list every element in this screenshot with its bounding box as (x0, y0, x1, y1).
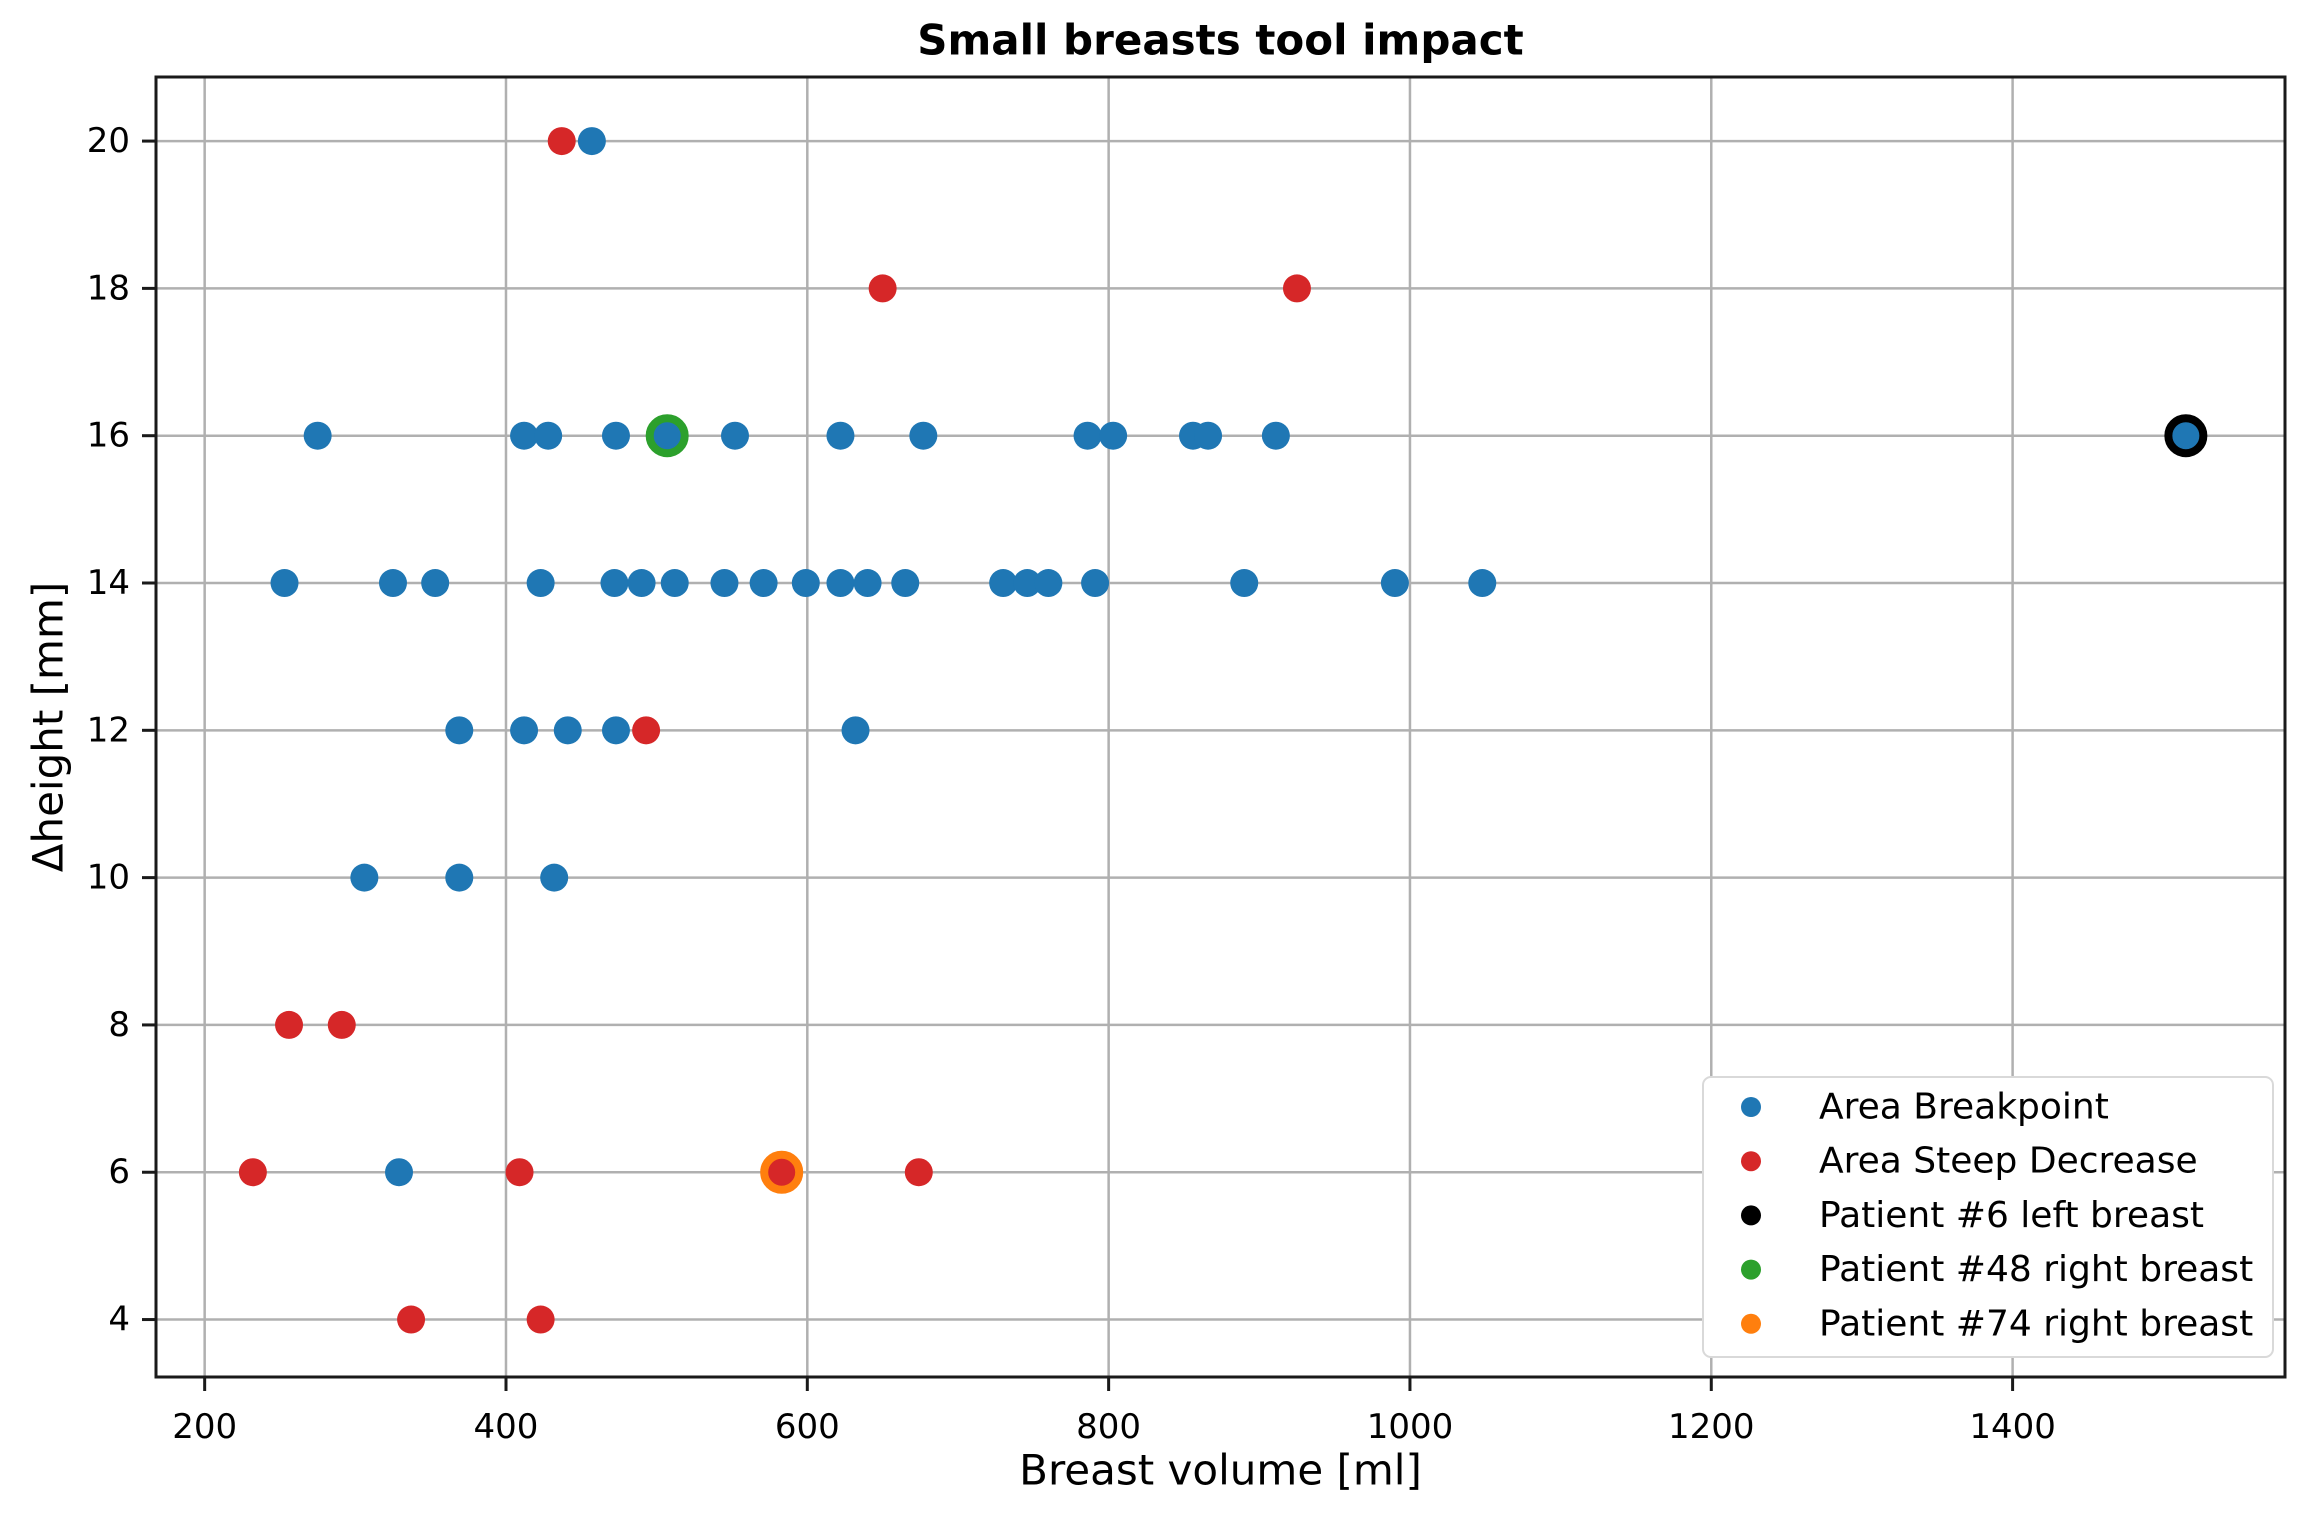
data-point (1081, 569, 1110, 598)
legend-label: Area Steep Decrease (1819, 1141, 2198, 1182)
series-patient-48-right-breast (645, 414, 689, 458)
data-point (1034, 569, 1063, 598)
legend-box (1702, 1076, 2274, 1358)
data-point (1468, 569, 1497, 598)
data-point (868, 274, 897, 303)
highlight-ring (645, 414, 689, 458)
legend-label: Patient #6 left breast (1819, 1195, 2204, 1236)
y-tick-label: 4 (108, 1300, 130, 1340)
data-point (547, 127, 576, 156)
x-tick-label: 800 (1076, 1407, 1141, 1447)
legend-marker (1741, 1205, 1761, 1226)
data-point (1013, 569, 1042, 598)
data-point (1073, 421, 1102, 450)
data-point (632, 716, 661, 745)
data-point (327, 1010, 356, 1039)
legend: Area Breakpoint Area Steep Decrease Patien… (1702, 1076, 2274, 1358)
data-point (445, 863, 474, 892)
data-point (350, 863, 379, 892)
data-point (601, 716, 630, 745)
data-point (720, 421, 749, 450)
data-points (238, 127, 2208, 1334)
data-point (826, 421, 855, 450)
data-point (891, 569, 920, 598)
x-tick-label: 1400 (1969, 1407, 2056, 1447)
data-point (826, 569, 855, 598)
x-tick-label: 1000 (1367, 1407, 1454, 1447)
data-point (1261, 421, 1290, 450)
data-point (540, 863, 569, 892)
y-tick-label: 14 (87, 563, 130, 603)
data-point (767, 1158, 796, 1187)
x-tick-label: 1200 (1668, 1407, 1755, 1447)
chart-title: Small breasts tool impact (917, 16, 1523, 65)
axis-ticks: 200 400 600 800 1000 1200 1400 4 6 8 10 12 14 16 18 20 (87, 121, 2056, 1447)
y-tick-label: 6 (108, 1152, 130, 1192)
data-point (853, 569, 882, 598)
data-point (510, 421, 539, 450)
data-point (660, 569, 689, 598)
data-point (1380, 569, 1409, 598)
data-point (841, 716, 870, 745)
data-point (505, 1158, 534, 1187)
x-tick-label: 200 (172, 1407, 237, 1447)
series-patient-6-left-breast (2164, 414, 2208, 458)
data-point (749, 569, 778, 598)
series-patient-74-right-breast (760, 1150, 804, 1194)
data-point (385, 1158, 414, 1187)
data-point (445, 716, 474, 745)
data-point (421, 569, 450, 598)
x-axis-label: Breast volume [ml] (1019, 1446, 1422, 1495)
x-tick-label: 600 (775, 1407, 840, 1447)
data-point (791, 569, 820, 598)
y-tick-label: 16 (87, 416, 130, 456)
data-point (270, 569, 299, 598)
data-point (2171, 421, 2200, 450)
series-area-breakpoint (270, 127, 2200, 1187)
data-point (303, 421, 332, 450)
data-point (577, 127, 606, 156)
legend-label: Patient #74 right breast (1819, 1303, 2253, 1344)
data-point (275, 1010, 304, 1039)
data-point (1099, 421, 1128, 450)
legend-marker (1741, 1313, 1761, 1334)
legend-label: Patient #48 right breast (1819, 1249, 2253, 1290)
data-point (378, 569, 407, 598)
y-tick-label: 12 (87, 710, 130, 750)
data-point (909, 421, 938, 450)
data-point (653, 421, 682, 450)
y-axis-label: Δheight [mm] (24, 582, 73, 873)
plot-border (154, 75, 2287, 1379)
data-point (397, 1305, 426, 1334)
data-point (1282, 274, 1311, 303)
data-point (526, 1305, 555, 1334)
legend-label: Area Breakpoint (1819, 1087, 2109, 1128)
data-point (1194, 421, 1223, 450)
data-point (534, 421, 563, 450)
x-tick-label: 400 (474, 1407, 539, 1447)
legend-marker (1741, 1259, 1761, 1280)
data-point (989, 569, 1018, 598)
data-point (553, 716, 582, 745)
data-point (510, 716, 539, 745)
data-point (238, 1158, 267, 1187)
highlight-ring (760, 1150, 804, 1194)
series-area-steep-decrease (238, 127, 1311, 1334)
data-point (904, 1158, 933, 1187)
y-tick-label: 8 (108, 1005, 130, 1045)
data-point (710, 569, 739, 598)
data-point (601, 421, 630, 450)
highlight-ring (2164, 414, 2208, 458)
y-tick-label: 10 (87, 858, 130, 898)
y-tick-label: 20 (87, 121, 130, 161)
legend-marker (1741, 1151, 1761, 1172)
data-point (1230, 569, 1259, 598)
data-point (526, 569, 555, 598)
data-point (627, 569, 656, 598)
y-tick-label: 18 (87, 268, 130, 308)
legend-marker (1741, 1097, 1761, 1117)
data-point (600, 569, 629, 598)
